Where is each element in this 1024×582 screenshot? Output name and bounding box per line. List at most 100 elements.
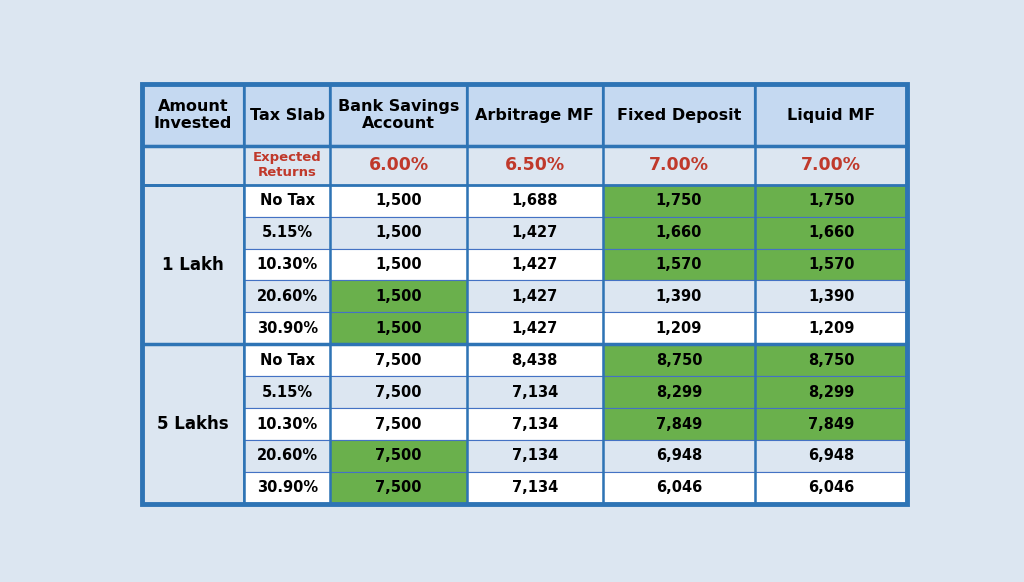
Text: 6.00%: 6.00% bbox=[369, 157, 429, 175]
Text: 8,750: 8,750 bbox=[808, 353, 854, 368]
Bar bbox=[142, 184, 244, 345]
Text: No Tax: No Tax bbox=[260, 193, 314, 208]
Bar bbox=[331, 408, 467, 440]
Bar bbox=[331, 472, 467, 504]
Bar bbox=[331, 281, 467, 313]
Bar bbox=[603, 345, 755, 376]
Text: 5.15%: 5.15% bbox=[262, 385, 312, 400]
Text: 1,660: 1,660 bbox=[655, 225, 702, 240]
Text: 8,438: 8,438 bbox=[512, 353, 558, 368]
Bar bbox=[244, 84, 331, 146]
Text: 7,134: 7,134 bbox=[512, 385, 558, 400]
Bar bbox=[755, 376, 907, 408]
Text: 1,570: 1,570 bbox=[808, 257, 854, 272]
Text: No Tax: No Tax bbox=[260, 353, 314, 368]
Bar bbox=[755, 146, 907, 184]
Bar bbox=[467, 408, 603, 440]
Text: 30.90%: 30.90% bbox=[257, 480, 317, 495]
Bar bbox=[331, 440, 467, 472]
Bar bbox=[331, 84, 467, 146]
Text: 1,500: 1,500 bbox=[375, 321, 422, 336]
Bar bbox=[331, 146, 467, 184]
Bar bbox=[244, 217, 331, 249]
Bar bbox=[603, 376, 755, 408]
Text: Bank Savings
Account: Bank Savings Account bbox=[338, 99, 459, 132]
Bar bbox=[331, 217, 467, 249]
Bar bbox=[603, 217, 755, 249]
Bar bbox=[467, 313, 603, 345]
Text: 7.00%: 7.00% bbox=[649, 157, 709, 175]
Bar bbox=[467, 84, 603, 146]
Text: 7,500: 7,500 bbox=[376, 480, 422, 495]
Text: 7,500: 7,500 bbox=[376, 417, 422, 431]
Text: 7,849: 7,849 bbox=[808, 417, 854, 431]
Bar bbox=[244, 146, 331, 184]
Bar bbox=[755, 249, 907, 281]
Text: Arbitrage MF: Arbitrage MF bbox=[475, 108, 594, 123]
Text: 1,427: 1,427 bbox=[512, 257, 558, 272]
Text: 10.30%: 10.30% bbox=[257, 257, 317, 272]
Bar bbox=[331, 184, 467, 217]
Bar bbox=[755, 345, 907, 376]
Bar bbox=[331, 376, 467, 408]
Text: 1,390: 1,390 bbox=[655, 289, 702, 304]
Text: 7,500: 7,500 bbox=[376, 385, 422, 400]
Text: 1,427: 1,427 bbox=[512, 225, 558, 240]
Text: 5.15%: 5.15% bbox=[262, 225, 312, 240]
Text: 1,209: 1,209 bbox=[655, 321, 702, 336]
Text: Tax Slab: Tax Slab bbox=[250, 108, 325, 123]
Bar bbox=[244, 249, 331, 281]
Bar bbox=[755, 84, 907, 146]
Text: 1,500: 1,500 bbox=[375, 257, 422, 272]
Bar bbox=[142, 84, 244, 146]
Bar bbox=[244, 472, 331, 504]
Bar bbox=[467, 376, 603, 408]
Text: 1,390: 1,390 bbox=[808, 289, 854, 304]
Bar bbox=[603, 184, 755, 217]
Bar bbox=[603, 146, 755, 184]
Bar bbox=[467, 440, 603, 472]
Text: 8,750: 8,750 bbox=[655, 353, 702, 368]
Text: 6,948: 6,948 bbox=[808, 449, 854, 463]
Text: 1,500: 1,500 bbox=[375, 193, 422, 208]
Text: 30.90%: 30.90% bbox=[257, 321, 317, 336]
Text: 1,570: 1,570 bbox=[655, 257, 702, 272]
Text: 20.60%: 20.60% bbox=[257, 289, 317, 304]
Bar bbox=[467, 472, 603, 504]
Bar bbox=[331, 345, 467, 376]
Bar bbox=[244, 408, 331, 440]
Bar bbox=[755, 313, 907, 345]
Text: 7,849: 7,849 bbox=[655, 417, 702, 431]
Text: 7.00%: 7.00% bbox=[801, 157, 861, 175]
Bar bbox=[244, 440, 331, 472]
Bar bbox=[467, 249, 603, 281]
Bar bbox=[755, 281, 907, 313]
Bar bbox=[755, 408, 907, 440]
Bar bbox=[603, 440, 755, 472]
Bar bbox=[244, 345, 331, 376]
Bar bbox=[755, 184, 907, 217]
Text: 1,500: 1,500 bbox=[375, 289, 422, 304]
Text: 1,750: 1,750 bbox=[655, 193, 702, 208]
Text: 6,046: 6,046 bbox=[808, 480, 854, 495]
Text: Fixed Deposit: Fixed Deposit bbox=[616, 108, 741, 123]
Text: 7,500: 7,500 bbox=[376, 353, 422, 368]
Bar bbox=[603, 249, 755, 281]
Text: 8,299: 8,299 bbox=[655, 385, 702, 400]
Text: 8,299: 8,299 bbox=[808, 385, 854, 400]
Text: 1,750: 1,750 bbox=[808, 193, 854, 208]
Text: 1 Lakh: 1 Lakh bbox=[162, 255, 224, 274]
Text: 6,046: 6,046 bbox=[655, 480, 702, 495]
Text: 1,209: 1,209 bbox=[808, 321, 854, 336]
Bar bbox=[244, 281, 331, 313]
Text: 7,134: 7,134 bbox=[512, 417, 558, 431]
Bar bbox=[244, 313, 331, 345]
Text: 6.50%: 6.50% bbox=[505, 157, 565, 175]
Text: 7,134: 7,134 bbox=[512, 480, 558, 495]
Text: 7,134: 7,134 bbox=[512, 449, 558, 463]
Text: 1,688: 1,688 bbox=[512, 193, 558, 208]
Text: 1,427: 1,427 bbox=[512, 289, 558, 304]
Text: 1,427: 1,427 bbox=[512, 321, 558, 336]
Text: 5 Lakhs: 5 Lakhs bbox=[158, 415, 229, 433]
Bar bbox=[331, 313, 467, 345]
